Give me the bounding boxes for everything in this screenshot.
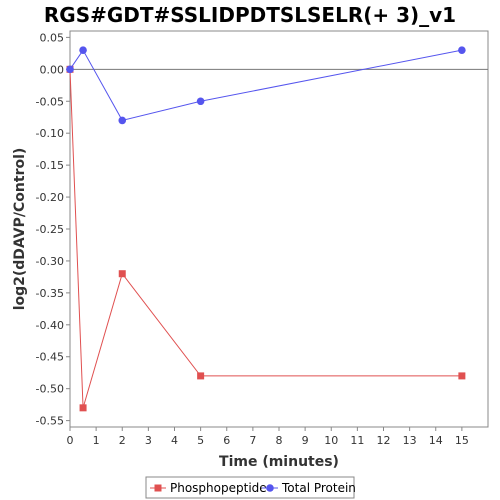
y-tick-label: -0.20	[36, 191, 64, 204]
x-tick-label: 7	[249, 434, 256, 447]
y-tick-label: -0.30	[36, 255, 64, 268]
x-tick-label: 1	[93, 434, 100, 447]
data-point	[66, 65, 74, 74]
x-tick-label: 10	[324, 434, 338, 447]
data-point	[458, 46, 466, 54]
series-total-protein	[66, 46, 466, 125]
x-tick-label: 12	[377, 434, 391, 447]
legend-marker	[154, 484, 162, 492]
x-tick-label: 15	[455, 434, 469, 447]
x-tick-label: 13	[403, 434, 417, 447]
legend-marker	[266, 484, 274, 492]
chart-title: RGS#GDT#SSLIDPDTSLSELR(+ 3)_v1	[44, 3, 456, 27]
data-point	[196, 97, 205, 106]
x-tick-label: 11	[350, 434, 364, 447]
x-axis-label: Time (minutes)	[219, 454, 339, 470]
x-tick-label: 2	[119, 434, 126, 447]
legend-label: Phosphopeptide	[170, 481, 267, 495]
y-tick-label: -0.05	[36, 95, 64, 108]
x-tick-label: 0	[67, 434, 74, 447]
legend-box	[145, 476, 355, 499]
x-tick-label: 4	[171, 434, 178, 447]
y-tick-label: 0.05	[40, 31, 65, 44]
x-tick-label: 5	[197, 434, 204, 447]
plot-area	[69, 30, 489, 428]
y-tick-label: -0.50	[36, 383, 64, 396]
y-tick-label: 0.00	[40, 63, 65, 76]
series-layer	[66, 46, 466, 412]
data-point	[197, 372, 205, 380]
x-tick-label: 8	[276, 434, 283, 447]
y-tick-label: -0.45	[36, 351, 64, 364]
legend: Phosphopeptide Total Protein	[150, 481, 356, 495]
data-point	[79, 404, 87, 412]
x-axis: 0 1 2 3 4 5 6 7 8 9 10 11 12 13 14 15	[67, 427, 469, 447]
data-point	[118, 116, 127, 125]
legend-label: Total Protein	[281, 481, 356, 495]
y-tick-label: -0.40	[36, 319, 64, 332]
y-tick-label: -0.55	[36, 415, 64, 428]
y-tick-label: -0.35	[36, 287, 64, 300]
legend-item: Phosphopeptide	[150, 481, 267, 495]
x-tick-label: 9	[302, 434, 309, 447]
y-tick-label: -0.15	[36, 159, 64, 172]
y-tick-label: -0.25	[36, 223, 64, 236]
x-tick-label: 6	[223, 434, 230, 447]
y-axis-label: log2(dDAVP/Control)	[12, 148, 28, 311]
data-point	[79, 46, 87, 54]
legend-item: Total Protein	[262, 481, 356, 495]
y-axis: 0.05 0.00 -0.05 -0.10 -0.15 -0.20 -0.25 -0.30 -0…	[36, 31, 70, 428]
data-point	[118, 270, 126, 278]
data-point	[458, 372, 466, 380]
y-tick-label: -0.10	[36, 127, 64, 140]
x-tick-label: 14	[429, 434, 443, 447]
x-tick-label: 3	[145, 434, 152, 447]
